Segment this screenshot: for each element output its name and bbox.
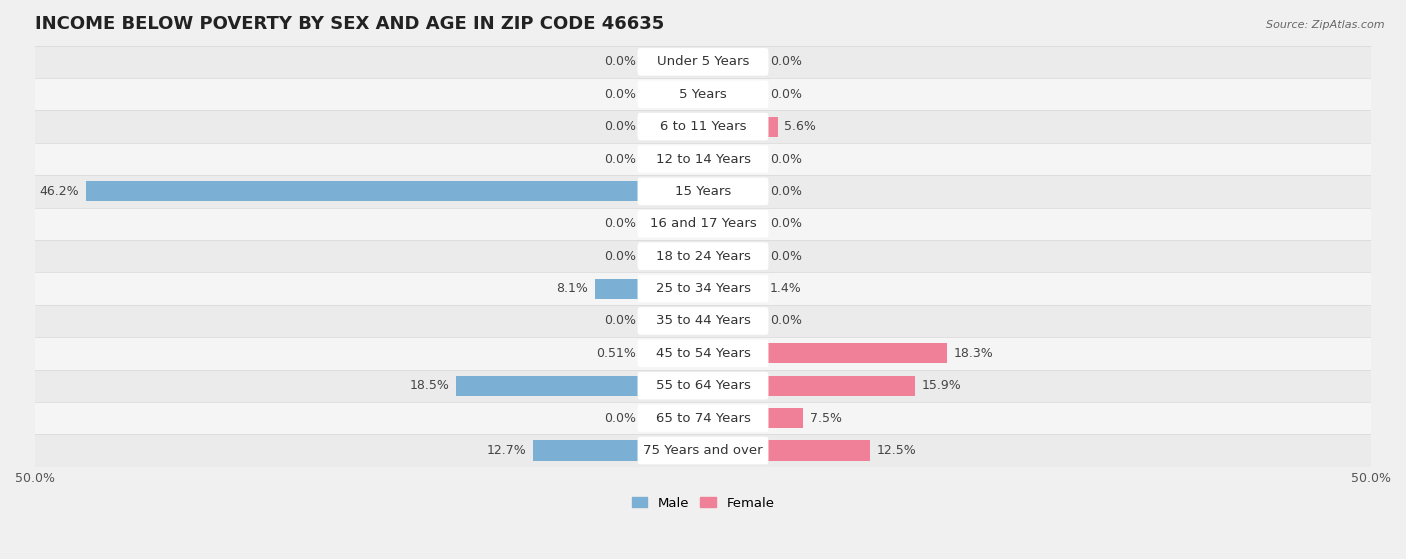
Text: 0.0%: 0.0% — [770, 250, 801, 263]
Text: Under 5 Years: Under 5 Years — [657, 55, 749, 68]
Bar — [35, 305, 1371, 337]
Text: 18.5%: 18.5% — [409, 379, 449, 392]
Bar — [35, 78, 1371, 111]
Text: 18 to 24 Years: 18 to 24 Years — [655, 250, 751, 263]
Text: 0.0%: 0.0% — [770, 315, 801, 328]
Bar — [643, 117, 703, 136]
Text: 12.7%: 12.7% — [486, 444, 527, 457]
Bar — [703, 52, 763, 72]
Bar — [35, 240, 1371, 272]
Text: 0.0%: 0.0% — [605, 250, 636, 263]
Text: 1.4%: 1.4% — [770, 282, 801, 295]
Text: 0.0%: 0.0% — [605, 217, 636, 230]
Bar — [703, 246, 763, 266]
Bar — [703, 214, 763, 234]
Bar — [703, 343, 948, 363]
Bar — [703, 181, 763, 201]
Bar — [533, 440, 703, 461]
Bar — [35, 143, 1371, 175]
Bar — [35, 402, 1371, 434]
Text: 5.6%: 5.6% — [785, 120, 817, 133]
FancyBboxPatch shape — [637, 80, 769, 108]
Text: 65 to 74 Years: 65 to 74 Years — [655, 411, 751, 425]
Bar — [703, 278, 763, 299]
Text: 0.0%: 0.0% — [605, 120, 636, 133]
FancyBboxPatch shape — [637, 210, 769, 238]
Bar — [643, 311, 703, 331]
Text: 35 to 44 Years: 35 to 44 Years — [655, 315, 751, 328]
Text: 45 to 54 Years: 45 to 54 Years — [655, 347, 751, 360]
FancyBboxPatch shape — [637, 404, 769, 432]
Text: INCOME BELOW POVERTY BY SEX AND AGE IN ZIP CODE 46635: INCOME BELOW POVERTY BY SEX AND AGE IN Z… — [35, 15, 664, 33]
Text: 15 Years: 15 Years — [675, 185, 731, 198]
FancyBboxPatch shape — [637, 339, 769, 367]
Bar — [35, 46, 1371, 78]
Text: Source: ZipAtlas.com: Source: ZipAtlas.com — [1267, 20, 1385, 30]
Bar — [703, 376, 915, 396]
Legend: Male, Female: Male, Female — [626, 491, 780, 515]
Bar — [35, 111, 1371, 143]
Text: 75 Years and over: 75 Years and over — [643, 444, 763, 457]
Text: 0.0%: 0.0% — [770, 153, 801, 165]
Bar — [703, 149, 763, 169]
Bar — [35, 337, 1371, 369]
Text: 5 Years: 5 Years — [679, 88, 727, 101]
Text: 0.0%: 0.0% — [605, 315, 636, 328]
Text: 7.5%: 7.5% — [810, 411, 842, 425]
Text: 12 to 14 Years: 12 to 14 Years — [655, 153, 751, 165]
Bar — [703, 440, 870, 461]
Bar — [456, 376, 703, 396]
Bar — [643, 214, 703, 234]
Bar — [703, 84, 763, 105]
Bar — [703, 408, 803, 428]
Bar — [643, 343, 703, 363]
Bar — [86, 181, 703, 201]
FancyBboxPatch shape — [637, 145, 769, 173]
Text: 8.1%: 8.1% — [557, 282, 588, 295]
Bar — [595, 278, 703, 299]
FancyBboxPatch shape — [637, 437, 769, 465]
Text: 16 and 17 Years: 16 and 17 Years — [650, 217, 756, 230]
FancyBboxPatch shape — [637, 307, 769, 335]
FancyBboxPatch shape — [637, 275, 769, 302]
Bar — [643, 52, 703, 72]
FancyBboxPatch shape — [637, 178, 769, 205]
Bar — [35, 369, 1371, 402]
Text: 55 to 64 Years: 55 to 64 Years — [655, 379, 751, 392]
Text: 25 to 34 Years: 25 to 34 Years — [655, 282, 751, 295]
Text: 0.0%: 0.0% — [605, 153, 636, 165]
Text: 0.0%: 0.0% — [770, 55, 801, 68]
Text: 0.0%: 0.0% — [605, 411, 636, 425]
Text: 46.2%: 46.2% — [39, 185, 79, 198]
Bar — [643, 408, 703, 428]
Text: 15.9%: 15.9% — [922, 379, 962, 392]
Bar — [643, 149, 703, 169]
Bar — [643, 84, 703, 105]
Text: 0.0%: 0.0% — [605, 88, 636, 101]
Text: 12.5%: 12.5% — [877, 444, 917, 457]
Text: 0.51%: 0.51% — [596, 347, 636, 360]
Bar — [35, 272, 1371, 305]
Text: 0.0%: 0.0% — [605, 55, 636, 68]
FancyBboxPatch shape — [637, 113, 769, 140]
Text: 0.0%: 0.0% — [770, 217, 801, 230]
Text: 0.0%: 0.0% — [770, 185, 801, 198]
Bar — [643, 246, 703, 266]
FancyBboxPatch shape — [637, 372, 769, 400]
Bar — [35, 207, 1371, 240]
FancyBboxPatch shape — [637, 243, 769, 270]
Text: 18.3%: 18.3% — [955, 347, 994, 360]
Bar — [35, 434, 1371, 467]
Bar — [35, 175, 1371, 207]
FancyBboxPatch shape — [637, 48, 769, 75]
Text: 0.0%: 0.0% — [770, 88, 801, 101]
Bar — [703, 117, 778, 136]
Bar — [703, 311, 763, 331]
Text: 6 to 11 Years: 6 to 11 Years — [659, 120, 747, 133]
